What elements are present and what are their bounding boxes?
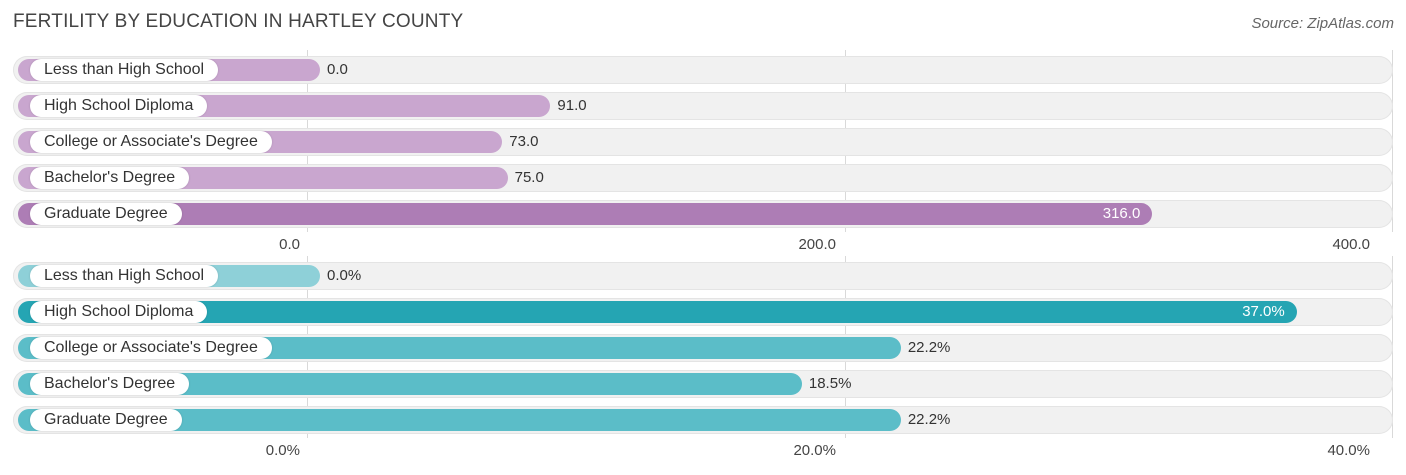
value-label: 91.0 <box>557 97 587 114</box>
tick-label: 40.0% <box>1327 442 1370 459</box>
tick-label: 200.0 <box>798 236 836 253</box>
value-label: 316.0 <box>1102 205 1141 222</box>
category-label: College or Associate's Degree <box>30 131 272 153</box>
value-label: 0.0% <box>327 267 362 284</box>
value-label: 0.0 <box>327 61 348 78</box>
category-label: Less than High School <box>30 59 219 81</box>
category-label: Less than High School <box>30 265 219 287</box>
category-label: Bachelor's Degree <box>30 167 190 189</box>
tick-label: 20.0% <box>793 442 836 459</box>
tick-label: 0.0 <box>279 236 300 253</box>
value-label: 75.0 <box>514 169 544 186</box>
chart-title: FERTILITY BY EDUCATION IN HARTLEY COUNTY <box>13 11 464 32</box>
value-label: 37.0% <box>1242 303 1285 320</box>
value-label: 73.0 <box>509 133 539 150</box>
tick-label: 0.0% <box>265 442 300 459</box>
bar <box>18 203 1153 225</box>
category-label: High School Diploma <box>30 95 208 117</box>
value-label: 18.5% <box>808 375 852 392</box>
bar <box>18 409 901 431</box>
tick-label: 400.0 <box>1332 236 1370 253</box>
category-label: Graduate Degree <box>30 203 182 225</box>
value-label: 22.2% <box>907 411 951 428</box>
bar <box>18 301 1297 323</box>
category-label: Bachelor's Degree <box>30 373 190 395</box>
category-label: College or Associate's Degree <box>30 337 272 359</box>
category-label: High School Diploma <box>30 301 208 323</box>
source-label: Source: ZipAtlas.com <box>1251 15 1394 32</box>
category-label: Graduate Degree <box>30 409 182 431</box>
value-label: 22.2% <box>907 339 951 356</box>
bar <box>18 373 802 395</box>
